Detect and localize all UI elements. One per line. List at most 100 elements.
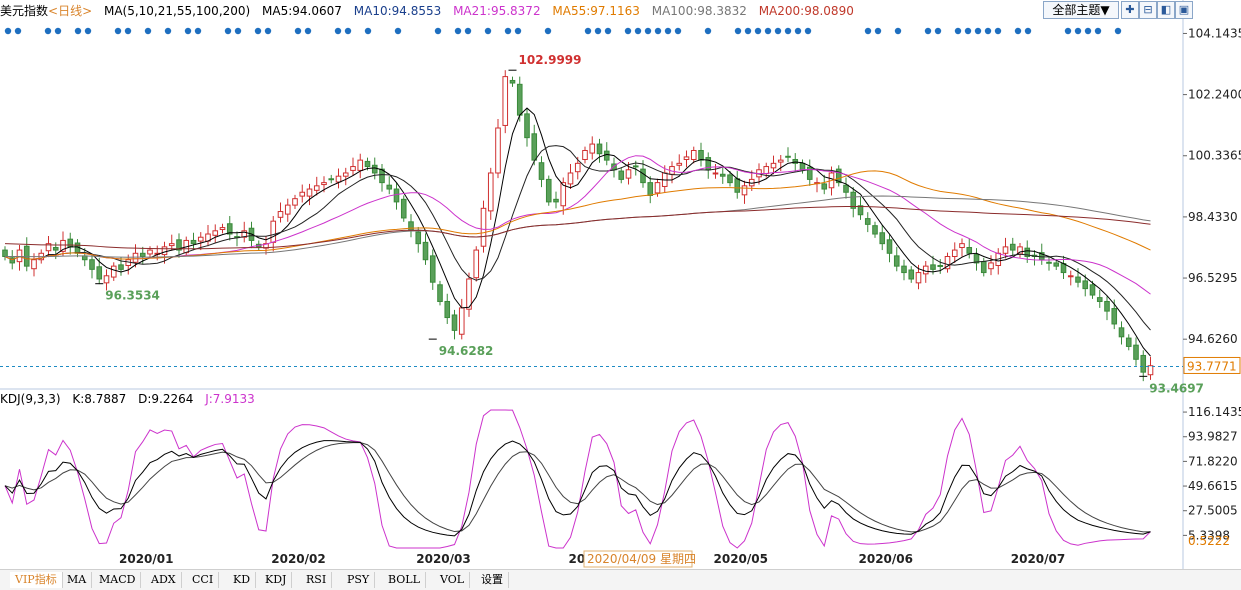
kdj-header: KDJ(9,3,3) K:8.7887 D:9.2264 J:7.9133: [0, 392, 263, 408]
x-tick-label: 2020/05: [714, 552, 768, 566]
candle-body: [864, 218, 871, 225]
event-dot: [304, 27, 312, 35]
candle-body: [212, 230, 219, 236]
candle-body: [1053, 262, 1060, 267]
kdj-k-value: K:8.7887: [72, 392, 127, 406]
candle-body: [683, 156, 690, 160]
zoom-out-icon[interactable]: ⊟: [1139, 1, 1157, 19]
ma-params[interactable]: MA(5,10,21,55,100,200): [103, 4, 251, 18]
ma21-value: MA21:95.8372: [453, 4, 541, 18]
candle-body: [944, 256, 951, 270]
event-dot: [114, 27, 122, 35]
candle-body: [393, 188, 400, 203]
tab-cci[interactable]: CCI: [187, 572, 220, 588]
candle-body: [770, 162, 777, 169]
candle-body: [603, 150, 610, 161]
candle-body: [531, 133, 538, 161]
kdj-j-line: [4, 409, 1151, 549]
kdj-d-line: [4, 442, 1151, 533]
symbol-name: 美元指数: [0, 4, 49, 18]
zoom-in-icon[interactable]: ✚: [1121, 1, 1139, 19]
tab-boll[interactable]: BOLL: [383, 572, 426, 588]
tab-adx[interactable]: ADX: [146, 572, 182, 588]
candle-body: [915, 272, 922, 284]
candle-body: [676, 162, 683, 166]
event-dot: [464, 27, 472, 35]
tab-macd[interactable]: MACD: [94, 572, 142, 588]
event-dot: [164, 27, 172, 35]
tab-ma[interactable]: MA: [62, 572, 93, 588]
candle-body: [538, 162, 545, 180]
candle-body: [901, 265, 907, 274]
candle-body: [139, 252, 146, 258]
event-dot: [394, 27, 402, 35]
event-dot: [434, 27, 442, 35]
extreme-label: 94.6282: [439, 344, 494, 358]
candle-body: [342, 172, 349, 177]
price-y-tick-label: 98.4330: [1188, 210, 1238, 224]
tab-kd[interactable]: KD: [228, 572, 257, 588]
next-icon[interactable]: ▣: [1175, 1, 1193, 19]
candle-body: [386, 184, 393, 190]
candle-body: [734, 178, 741, 193]
tab-settings[interactable]: 设置: [476, 572, 509, 588]
candle-body: [959, 243, 965, 249]
event-dot: [644, 27, 652, 35]
event-dot: [14, 27, 22, 35]
candle-body: [582, 149, 588, 160]
candle-body: [379, 168, 385, 184]
period-label[interactable]: <日线>: [48, 4, 93, 18]
x-tick-label: 2020/02: [271, 552, 325, 566]
candle-body: [690, 149, 697, 160]
candle-body: [835, 168, 842, 184]
candle-body: [74, 242, 81, 254]
candle-body: [973, 254, 980, 264]
candle-body: [321, 182, 327, 186]
candle-body: [1111, 308, 1118, 325]
tab-rsi[interactable]: RSI: [301, 572, 333, 588]
candle-body: [937, 264, 944, 267]
tab-psy[interactable]: PSY: [342, 572, 376, 588]
current-price-label: 93.7771: [1187, 359, 1237, 373]
candle-body: [1046, 261, 1052, 264]
candle-body: [328, 178, 335, 181]
kdj-j-value: J:7.9133: [205, 392, 255, 406]
tab-vip[interactable]: VIP指标: [10, 572, 63, 588]
candle-body: [371, 164, 378, 174]
ma100-value: MA100:98.3832: [651, 4, 747, 18]
theme-dropdown-button[interactable]: 全部主题▼: [1043, 1, 1119, 19]
event-dot: [484, 27, 492, 35]
event-dot: [234, 27, 242, 35]
candle-body: [466, 278, 472, 310]
candle-body: [422, 241, 429, 261]
kdj-y-tick-label: 49.6615: [1188, 479, 1238, 493]
candle-body: [509, 79, 516, 84]
price-panel: 102.9999 96.3534 94.6282 93.4697: [0, 53, 1204, 395]
candle-body: [110, 265, 117, 278]
candle-body: [161, 246, 168, 256]
candle-body: [727, 174, 733, 184]
tab-vol[interactable]: VOL: [435, 572, 471, 588]
candle-body: [241, 230, 248, 238]
ma200-value: MA200:98.0890: [758, 4, 854, 18]
event-dot: [674, 27, 682, 35]
prev-icon[interactable]: ◧: [1157, 1, 1175, 19]
candle-body: [219, 227, 226, 231]
event-dot: [124, 27, 132, 35]
candle-body: [792, 158, 799, 164]
event-dot: [984, 27, 992, 35]
candle-body: [480, 207, 487, 247]
ma5-value: MA5:94.0607: [262, 4, 342, 18]
event-dot: [344, 27, 352, 35]
kdj-name[interactable]: KDJ(9,3,3): [0, 392, 61, 406]
candle-body: [741, 185, 748, 196]
tab-kdj[interactable]: KDJ: [260, 572, 293, 588]
candle-body: [574, 162, 581, 173]
event-dot: [774, 27, 782, 35]
candle-body: [886, 239, 893, 254]
x-tick-label: 2020/06: [859, 552, 913, 566]
candle-body: [596, 143, 603, 155]
date-tooltip: 2020/04/09 星期四: [587, 552, 696, 566]
candle-body: [908, 269, 915, 280]
